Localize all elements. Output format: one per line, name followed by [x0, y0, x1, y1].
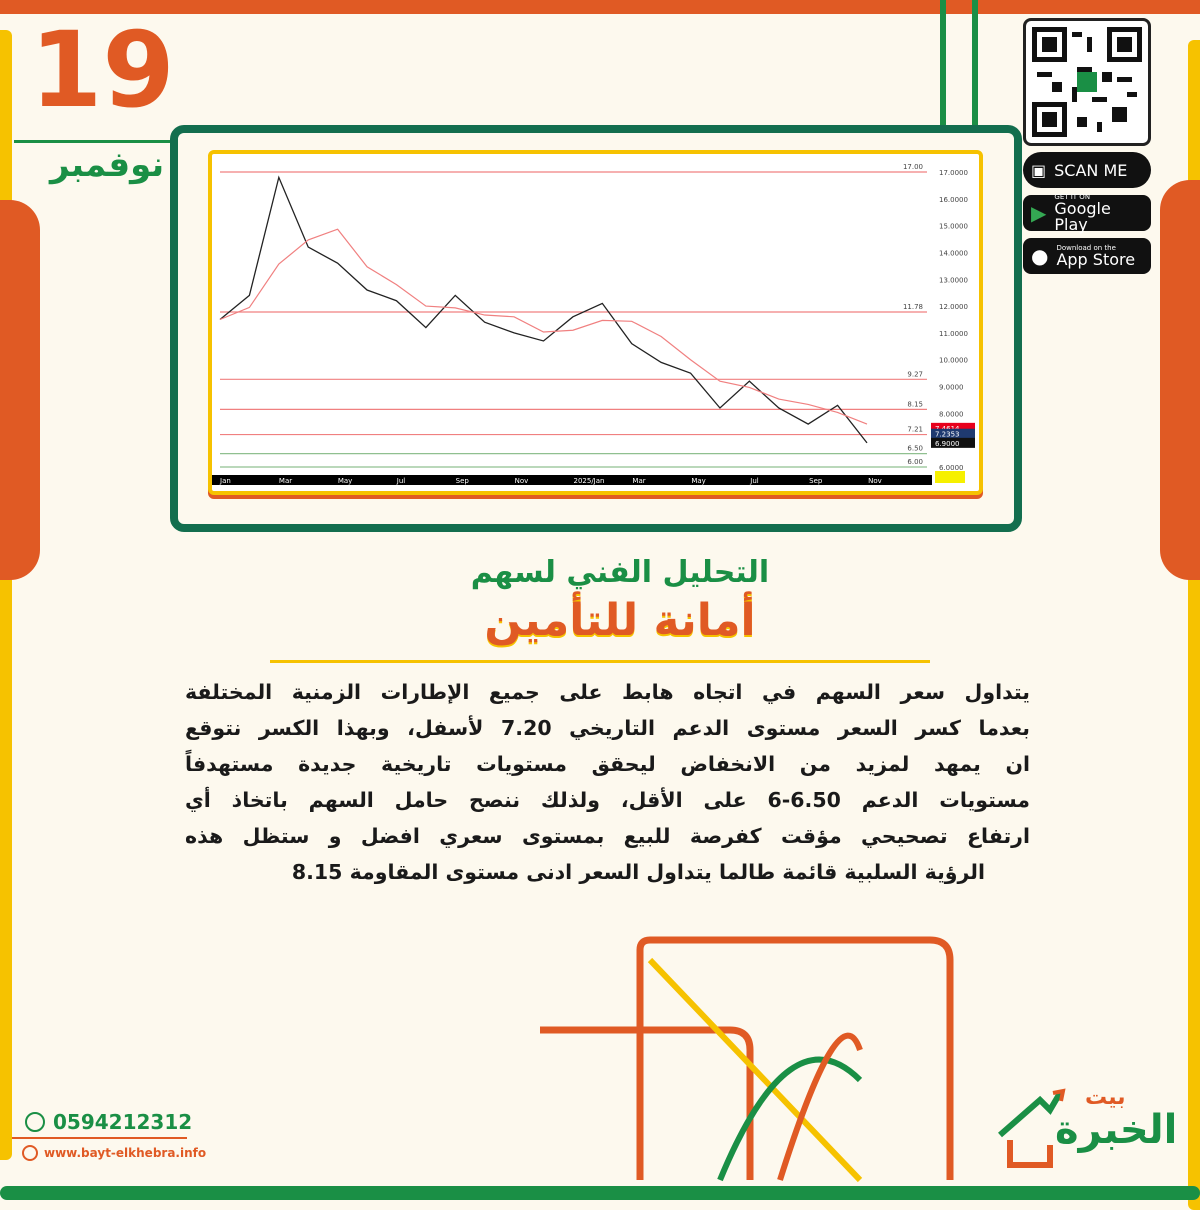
google-play-button[interactable]: ▶ GET IT ON Google Play	[1023, 192, 1151, 234]
x-tick-label: Jul	[749, 477, 759, 485]
brand-logo: بيت الخبرة	[995, 1085, 1185, 1175]
whatsapp-icon	[25, 1112, 45, 1132]
app-store-button[interactable]: ● Download on the App Store	[1023, 238, 1151, 274]
y-tick-label: 14.0000	[939, 249, 968, 257]
level-label: 7.21	[907, 426, 923, 434]
analysis-line: ان يمهد لمزيد من الانخفاض ليحقق مستويات …	[185, 752, 1030, 776]
y-tick-label: 15.0000	[939, 223, 968, 231]
analysis-line: يتداول سعر السهم في اتجاه هابط على جميع …	[185, 680, 1030, 704]
y-tick-label: 10.0000	[939, 357, 968, 365]
qr-code[interactable]	[1023, 18, 1151, 146]
x-axis-bar	[212, 475, 932, 485]
scan-me-label: SCAN ME	[1054, 160, 1128, 180]
x-tick-label: Jan	[219, 477, 231, 485]
moving-average-line	[219, 228, 868, 425]
stock-chart: 17.00 11.78 9.27 8.15 7.21 6.50 6.00 17.0000 16.…	[208, 150, 983, 495]
price-tag	[931, 422, 975, 433]
scan-me-button[interactable]: ▣ SCAN ME	[1023, 152, 1151, 188]
decor-line	[972, 0, 978, 140]
level-label: 6.50	[907, 445, 923, 453]
logo-house-icon	[998, 1088, 1066, 1168]
x-tick-label: Jul	[396, 477, 406, 485]
phone-number: 0594212312	[53, 1110, 193, 1134]
price-tag	[931, 428, 975, 439]
level-label: 6.00	[907, 458, 923, 466]
website-link[interactable]: www.bayt-elkhebra.info	[22, 1145, 206, 1161]
store-icon: ▣	[1031, 160, 1047, 180]
date-month: نوفمبر	[50, 145, 165, 185]
left-orange-tab	[0, 200, 40, 580]
level-label: 17.00	[903, 163, 923, 171]
y-tick-label: 6.0000	[939, 464, 964, 472]
y-tick-label: 16.0000	[939, 196, 968, 204]
analysis-line: الرؤية السلبية قائمة طالما يتداول السعر …	[291, 860, 985, 884]
x-tick-label: Mar	[279, 477, 292, 485]
apple-icon: ●	[1031, 244, 1049, 268]
globe-icon	[22, 1145, 38, 1161]
y-tick-label: 17.0000	[939, 169, 968, 177]
x-tick-label: Nov	[868, 477, 882, 485]
decor-line	[940, 0, 946, 140]
date-day: 19	[30, 9, 175, 131]
top-bar	[0, 0, 1200, 14]
x-tick-label: Nov	[515, 477, 529, 485]
level-label: 9.27	[907, 370, 923, 378]
analysis-line: مستويات الدعم 6.50-6 على الأقل، ولذلك نن…	[185, 788, 1030, 812]
level-label: 11.78	[903, 303, 923, 311]
y-tick-label: 9.0000	[939, 384, 964, 392]
x-tick-label: May	[338, 477, 352, 485]
y-tick-label: 11.0000	[939, 330, 968, 338]
x-tick-label: Sep	[809, 477, 823, 485]
bottom-bar	[0, 1186, 1200, 1200]
date-divider	[14, 140, 174, 143]
google-play-small: GET IT ON	[1054, 192, 1091, 201]
x-tick-label: May	[691, 477, 705, 485]
contact-divider	[12, 1137, 187, 1139]
google-play-label: Google Play	[1054, 198, 1111, 234]
price-line	[219, 175, 868, 444]
qr-icon	[1032, 27, 1142, 137]
price-tag	[931, 437, 975, 448]
chart-svg: 17.00 11.78 9.27 8.15 7.21 6.50 6.00 17.0000 16.…	[212, 163, 975, 485]
y-tick-label: 8.0000	[939, 410, 964, 418]
analysis-text: يتداول سعر السهم في اتجاه هابط على جميع …	[185, 674, 1030, 890]
right-orange-tab	[1160, 180, 1200, 580]
x-tick-label: 2025/Jan	[574, 477, 605, 485]
x-tick-label: Sep	[456, 477, 470, 485]
logo-text-top: بيت	[1085, 1085, 1126, 1110]
price-tag-label: 7.2353	[935, 431, 960, 439]
app-store-small: Download on the	[1056, 243, 1116, 252]
decor-graphic	[540, 936, 954, 1183]
phone-contact[interactable]: 0594212312	[25, 1110, 192, 1134]
analysis-line: ارتفاع تصحيحي مؤقت كفرصة للبيع بمستوى سع…	[185, 824, 1030, 848]
y-tick-label: 12.0000	[939, 303, 968, 311]
price-tag-label: 6.9000	[935, 440, 960, 448]
google-play-icon: ▶	[1031, 201, 1047, 225]
logo-text-main: الخبرة	[1055, 1107, 1178, 1153]
x-tick-label: Mar	[632, 477, 645, 485]
y-tick-label: 13.0000	[939, 276, 968, 284]
title-divider	[270, 660, 930, 663]
analysis-line: بعدما كسر السعر مستوى الدعم التاريخي 7.2…	[185, 716, 1031, 740]
title-company: أمانة للتأمين	[484, 595, 756, 646]
title-line-1: التحليل الفني لسهم	[470, 555, 770, 590]
level-label: 8.15	[907, 400, 923, 408]
app-store-label: App Store	[1056, 249, 1136, 269]
website-url: www.bayt-elkhebra.info	[44, 1146, 207, 1160]
watermark-logo	[935, 471, 965, 483]
